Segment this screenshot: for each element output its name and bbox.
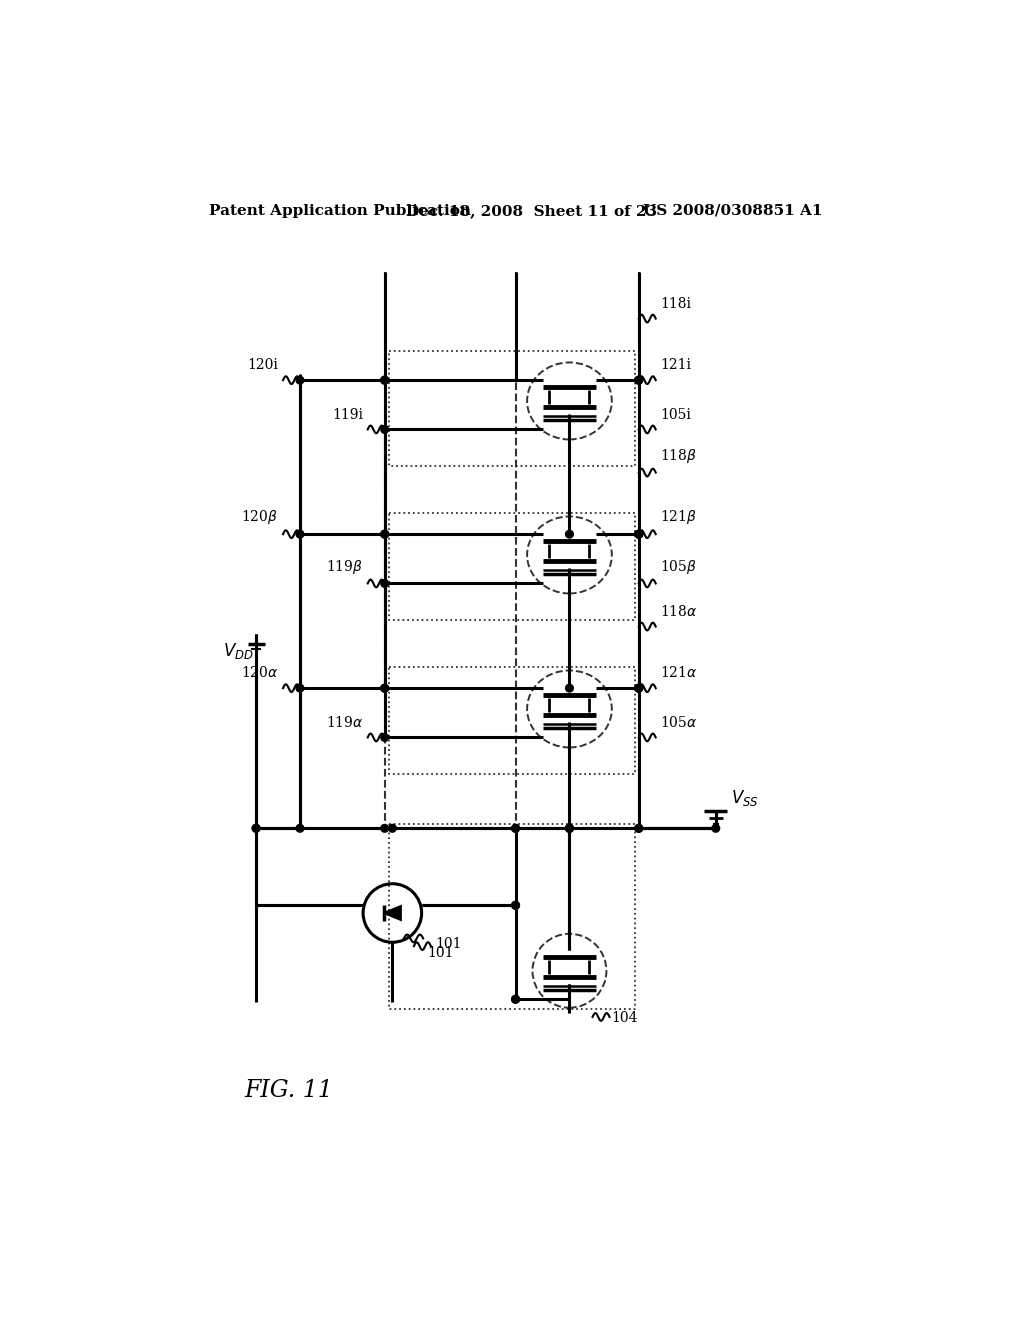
Text: 118$\alpha$: 118$\alpha$ bbox=[660, 603, 697, 619]
Circle shape bbox=[635, 825, 643, 832]
Circle shape bbox=[512, 995, 519, 1003]
Circle shape bbox=[381, 684, 388, 692]
Circle shape bbox=[635, 531, 643, 539]
Text: 101: 101 bbox=[427, 946, 454, 960]
Text: 104: 104 bbox=[611, 1011, 638, 1024]
Circle shape bbox=[512, 902, 519, 909]
Circle shape bbox=[512, 825, 519, 832]
Text: $V_{SS}$: $V_{SS}$ bbox=[731, 788, 759, 808]
Text: 120$\beta$: 120$\beta$ bbox=[242, 508, 279, 527]
Circle shape bbox=[512, 995, 519, 1003]
Circle shape bbox=[712, 825, 720, 832]
Circle shape bbox=[565, 531, 573, 539]
Text: 121i: 121i bbox=[660, 359, 691, 372]
Circle shape bbox=[381, 376, 388, 384]
Circle shape bbox=[296, 825, 304, 832]
Text: 120i: 120i bbox=[248, 359, 279, 372]
Circle shape bbox=[252, 825, 260, 832]
Text: FIG. 11: FIG. 11 bbox=[245, 1078, 333, 1102]
Circle shape bbox=[381, 579, 388, 587]
Circle shape bbox=[635, 376, 643, 384]
Polygon shape bbox=[384, 906, 400, 920]
Text: 119i: 119i bbox=[332, 408, 364, 422]
Circle shape bbox=[381, 734, 388, 742]
Circle shape bbox=[381, 425, 388, 433]
Circle shape bbox=[512, 825, 519, 832]
Circle shape bbox=[565, 825, 573, 832]
Circle shape bbox=[381, 684, 388, 692]
Circle shape bbox=[635, 684, 643, 692]
Text: 105i: 105i bbox=[660, 408, 691, 422]
Text: 120$\alpha$: 120$\alpha$ bbox=[241, 665, 279, 681]
Circle shape bbox=[388, 825, 396, 832]
Circle shape bbox=[635, 376, 643, 384]
Circle shape bbox=[565, 825, 573, 832]
Circle shape bbox=[512, 902, 519, 909]
Circle shape bbox=[252, 825, 260, 832]
Circle shape bbox=[381, 531, 388, 539]
Text: 121$\beta$: 121$\beta$ bbox=[660, 508, 697, 527]
Circle shape bbox=[381, 825, 388, 832]
Circle shape bbox=[381, 376, 388, 384]
Text: 105$\alpha$: 105$\alpha$ bbox=[660, 714, 697, 730]
Text: 118$\beta$: 118$\beta$ bbox=[660, 447, 697, 465]
Text: 101: 101 bbox=[435, 937, 462, 952]
Text: 105$\beta$: 105$\beta$ bbox=[660, 558, 697, 576]
Text: 119$\beta$: 119$\beta$ bbox=[327, 558, 364, 576]
Text: 118i: 118i bbox=[660, 297, 691, 312]
Text: 121$\alpha$: 121$\alpha$ bbox=[660, 665, 697, 681]
Text: US 2008/0308851 A1: US 2008/0308851 A1 bbox=[643, 203, 823, 218]
Text: 119$\alpha$: 119$\alpha$ bbox=[326, 714, 364, 730]
Text: Dec. 18, 2008  Sheet 11 of 23: Dec. 18, 2008 Sheet 11 of 23 bbox=[407, 203, 657, 218]
Circle shape bbox=[381, 531, 388, 539]
Circle shape bbox=[296, 531, 304, 539]
Text: $V_{DD}$: $V_{DD}$ bbox=[223, 642, 254, 661]
Circle shape bbox=[296, 684, 304, 692]
Circle shape bbox=[635, 825, 643, 832]
Circle shape bbox=[635, 531, 643, 539]
Circle shape bbox=[635, 684, 643, 692]
Circle shape bbox=[565, 684, 573, 692]
Text: Patent Application Publication: Patent Application Publication bbox=[209, 203, 471, 218]
Circle shape bbox=[296, 376, 304, 384]
Circle shape bbox=[635, 684, 643, 692]
Circle shape bbox=[565, 825, 573, 832]
Circle shape bbox=[635, 531, 643, 539]
